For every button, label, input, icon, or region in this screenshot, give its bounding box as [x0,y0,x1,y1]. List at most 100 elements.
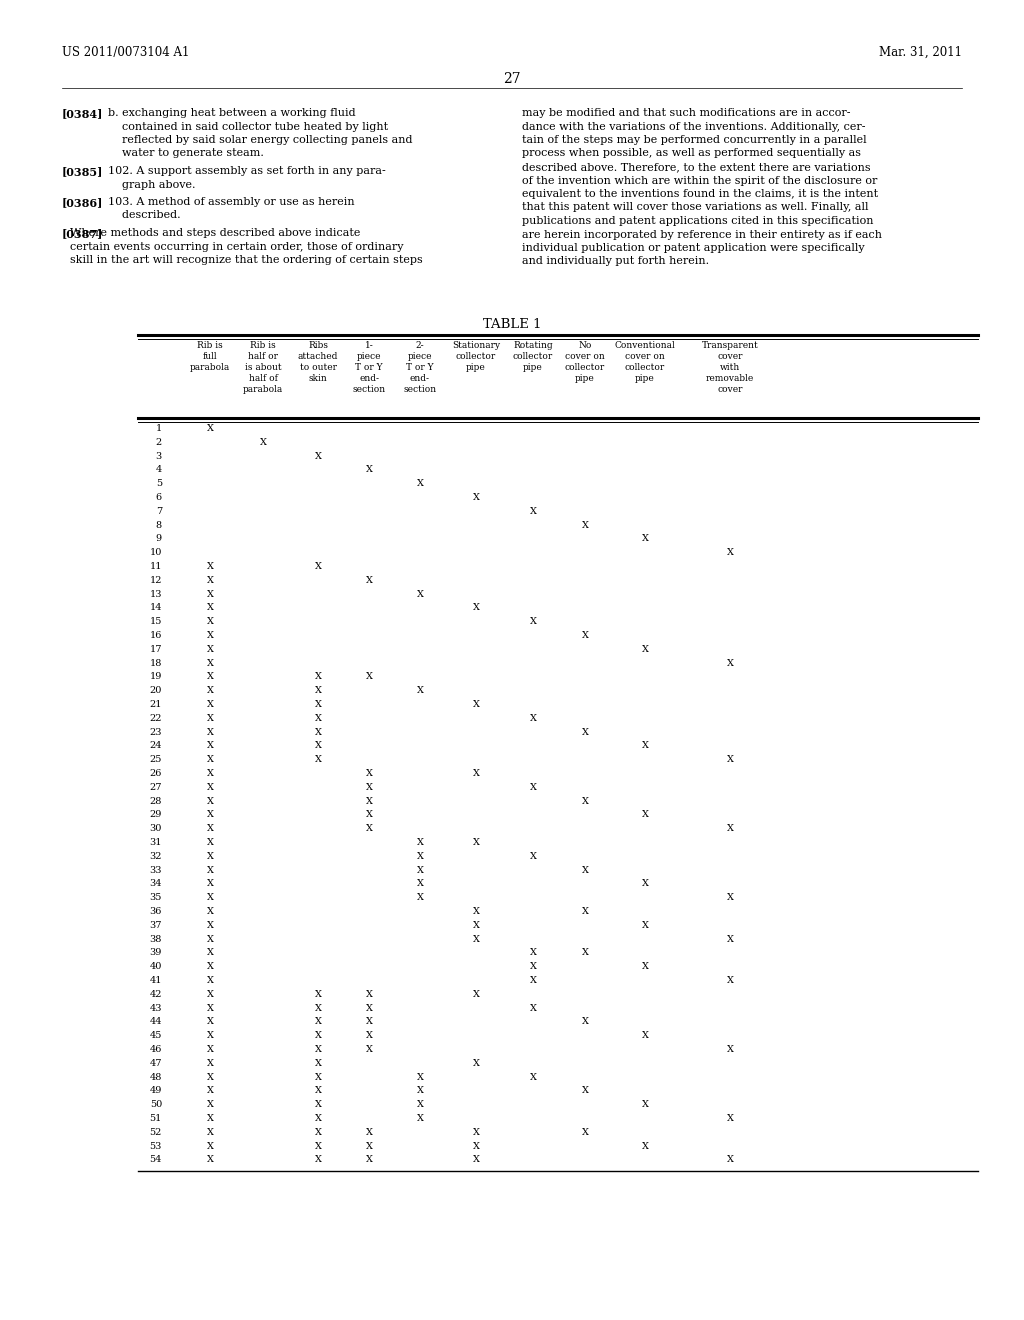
Text: 27: 27 [503,73,521,86]
Text: X: X [417,686,424,696]
Text: X: X [207,700,213,709]
Text: X: X [314,672,322,681]
Text: X: X [472,935,479,944]
Text: X: X [314,755,322,764]
Text: X: X [314,742,322,750]
Text: X: X [207,810,213,820]
Text: 3: 3 [156,451,162,461]
Text: X: X [366,1003,373,1012]
Text: certain events occurring in certain order, those of ordinary: certain events occurring in certain orde… [70,242,403,252]
Text: X: X [726,894,733,902]
Text: X: X [529,948,537,957]
Text: X: X [582,631,589,640]
Text: X: X [207,796,213,805]
Text: 46: 46 [150,1045,162,1053]
Text: X: X [366,1142,373,1151]
Text: X: X [207,603,213,612]
Text: reflected by said solar energy collecting panels and: reflected by said solar energy collectin… [108,135,413,145]
Text: X: X [529,618,537,626]
Text: skill in the art will recognize that the ordering of certain steps: skill in the art will recognize that the… [70,255,423,265]
Text: 17: 17 [150,644,162,653]
Text: X: X [207,576,213,585]
Text: 48: 48 [150,1073,162,1081]
Text: X: X [529,783,537,792]
Text: X: X [582,520,589,529]
Text: 2: 2 [156,438,162,446]
Text: X: X [472,770,479,777]
Text: 11: 11 [150,562,162,572]
Text: Transparent
cover
with
removable
cover: Transparent cover with removable cover [701,341,759,395]
Text: X: X [726,975,733,985]
Text: X: X [472,838,479,847]
Text: 44: 44 [150,1018,162,1027]
Text: X: X [472,700,479,709]
Text: X: X [314,1073,322,1081]
Text: X: X [366,1031,373,1040]
Text: Conventional
cover on
collector
pipe: Conventional cover on collector pipe [614,341,676,383]
Text: 35: 35 [150,894,162,902]
Text: X: X [259,438,266,446]
Text: 30: 30 [150,824,162,833]
Text: X: X [314,1059,322,1068]
Text: Ribs
attached
to outer
skin: Ribs attached to outer skin [298,341,338,383]
Text: X: X [314,1100,322,1109]
Text: 8: 8 [156,520,162,529]
Text: X: X [207,1073,213,1081]
Text: X: X [641,535,648,544]
Text: 16: 16 [150,631,162,640]
Text: X: X [472,1155,479,1164]
Text: of the invention which are within the spirit of the disclosure or: of the invention which are within the sp… [522,176,878,186]
Text: 14: 14 [150,603,162,612]
Text: 34: 34 [150,879,162,888]
Text: X: X [529,507,537,516]
Text: 50: 50 [150,1100,162,1109]
Text: X: X [726,1045,733,1053]
Text: 9: 9 [156,535,162,544]
Text: X: X [472,1142,479,1151]
Text: X: X [207,631,213,640]
Text: 21: 21 [150,700,162,709]
Text: X: X [529,962,537,972]
Text: X: X [207,562,213,572]
Text: X: X [641,644,648,653]
Text: X: X [207,659,213,668]
Text: X: X [726,1155,733,1164]
Text: X: X [366,783,373,792]
Text: X: X [207,686,213,696]
Text: 41: 41 [150,975,162,985]
Text: X: X [314,1003,322,1012]
Text: X: X [641,1100,648,1109]
Text: 24: 24 [150,742,162,750]
Text: X: X [207,1142,213,1151]
Text: X: X [472,1127,479,1137]
Text: 36: 36 [150,907,162,916]
Text: X: X [417,479,424,488]
Text: X: X [207,1003,213,1012]
Text: X: X [207,770,213,777]
Text: 103. A method of assembly or use as herein: 103. A method of assembly or use as here… [108,197,354,207]
Text: US 2011/0073104 A1: US 2011/0073104 A1 [62,46,189,59]
Text: 12: 12 [150,576,162,585]
Text: X: X [726,935,733,944]
Text: X: X [472,921,479,929]
Text: equivalent to the inventions found in the claims, it is the intent: equivalent to the inventions found in th… [522,189,879,199]
Text: 102. A support assembly as set forth in any para-: 102. A support assembly as set forth in … [108,166,386,176]
Text: that this patent will cover those variations as well. Finally, all: that this patent will cover those variat… [522,202,868,213]
Text: X: X [207,824,213,833]
Text: X: X [207,644,213,653]
Text: publications and patent applications cited in this specification: publications and patent applications cit… [522,216,873,226]
Text: X: X [314,686,322,696]
Text: X: X [207,894,213,902]
Text: X: X [207,1127,213,1137]
Text: [0384]: [0384] [62,108,103,119]
Text: X: X [417,1114,424,1123]
Text: dance with the variations of the inventions. Additionally, cer-: dance with the variations of the inventi… [522,121,865,132]
Text: 18: 18 [150,659,162,668]
Text: X: X [207,618,213,626]
Text: 33: 33 [150,866,162,875]
Text: 19: 19 [150,672,162,681]
Text: 43: 43 [150,1003,162,1012]
Text: X: X [314,990,322,999]
Text: X: X [207,1100,213,1109]
Text: X: X [314,562,322,572]
